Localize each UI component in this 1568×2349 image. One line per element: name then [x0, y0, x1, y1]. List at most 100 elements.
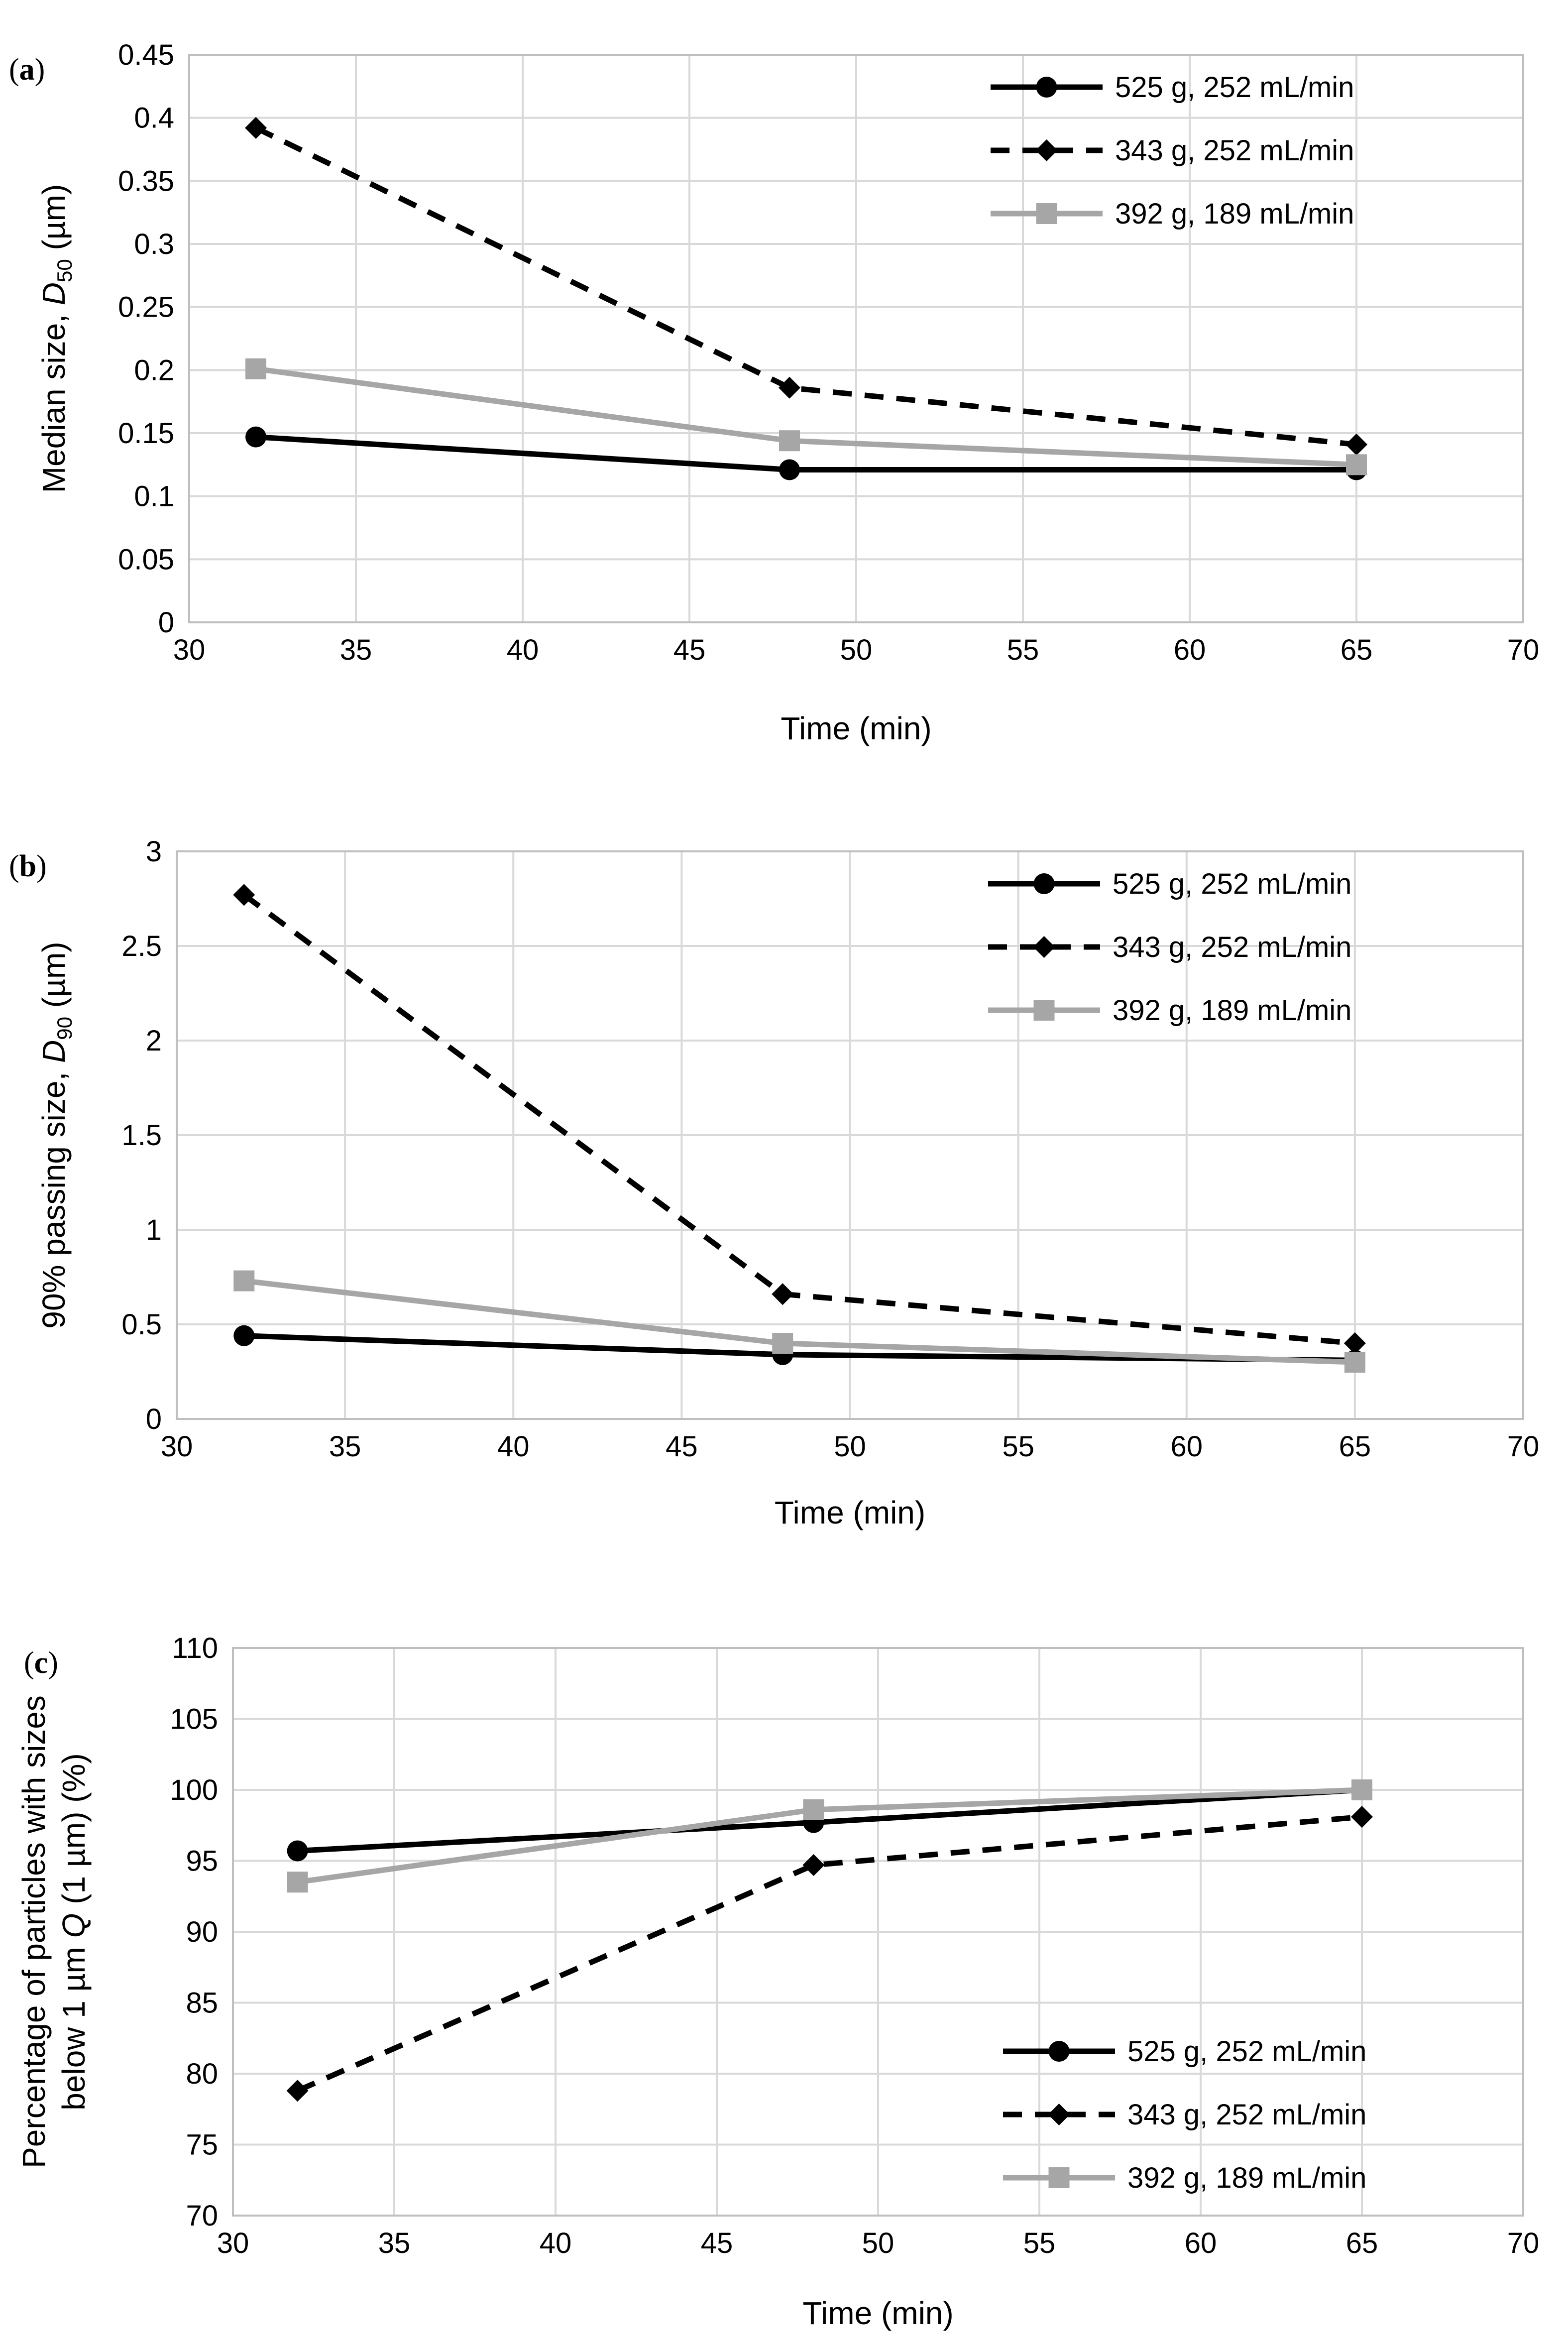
data-point: [772, 1283, 794, 1305]
legend-entry-label: 392 g, 189 mL/min: [1127, 2162, 1366, 2194]
x-tick-label: 60: [1174, 634, 1206, 666]
legend-entry-label: 525 g, 252 mL/min: [1113, 868, 1351, 900]
y-tick-label: 95: [186, 1845, 218, 1878]
y-axis-title: Median size, D50 (µm): [36, 184, 76, 493]
legend-marker: [1036, 203, 1057, 224]
legend-entry-label: 525 g, 252 mL/min: [1127, 2035, 1366, 2068]
data-point: [286, 2080, 309, 2102]
x-tick-label: 40: [540, 2227, 572, 2259]
x-tick-label: 45: [701, 2227, 733, 2259]
panel-label: (c): [24, 1646, 58, 1680]
plot-area-border: [176, 850, 1524, 1420]
data-point: [1351, 1779, 1372, 1800]
legend-entry-label: 525 g, 252 mL/min: [1115, 71, 1354, 104]
data-point: [245, 358, 266, 379]
series-2: [287, 1779, 1372, 1893]
y-tick-label: 0.2: [134, 354, 174, 386]
data-point: [802, 1854, 825, 1877]
data-point: [287, 1872, 308, 1893]
data-point: [779, 459, 800, 480]
data-point: [287, 1840, 308, 1862]
data-point: [233, 1270, 255, 1292]
series-0: [287, 1779, 1372, 1862]
data-point: [1344, 1332, 1366, 1354]
x-tick-label: 55: [1002, 1430, 1034, 1463]
x-tick-label: 35: [378, 2227, 411, 2259]
y-tick-label: 0.25: [118, 291, 174, 324]
series-1: [233, 884, 1366, 1354]
y-tick-label: 2.5: [121, 930, 162, 962]
y-tick-label: 0.05: [118, 543, 174, 576]
y-tick-label: 0: [158, 606, 174, 639]
series-line: [297, 1787, 1362, 1885]
y-tick-label: 80: [186, 2058, 218, 2090]
legend-marker: [1048, 2104, 1070, 2125]
y-tick-label: 0.15: [118, 417, 174, 450]
data-point: [1346, 454, 1367, 475]
legend-marker: [1048, 2167, 1070, 2188]
data-point: [1344, 1352, 1365, 1373]
x-tick-label: 30: [161, 1430, 193, 1463]
y-tick-label: 0.4: [134, 102, 174, 134]
plot-area-border: [188, 54, 1524, 623]
y-tick-label: 0: [146, 1403, 162, 1435]
legend-marker: [1036, 77, 1057, 98]
legend-marker: [1035, 139, 1058, 161]
panel-label: (b): [9, 849, 47, 883]
x-tick-label: 50: [862, 2227, 895, 2259]
x-tick-label: 30: [217, 2227, 249, 2259]
y-tick-label: 1: [146, 1214, 162, 1246]
legend-entry-label: 343 g, 252 mL/min: [1113, 931, 1351, 963]
x-tick-label: 60: [1185, 2227, 1217, 2259]
y-axis-title-line2: below 1 µm Q (1 µm) (%): [56, 1753, 92, 2110]
legend-marker: [1033, 936, 1055, 958]
series-1: [245, 117, 1367, 456]
x-tick-label: 50: [840, 634, 873, 666]
x-axis-title: Time (min): [781, 710, 931, 746]
x-tick-label: 40: [497, 1430, 530, 1463]
legend-entry-label: 343 g, 252 mL/min: [1115, 134, 1354, 167]
series-line: [297, 1787, 1362, 1854]
x-tick-label: 65: [1346, 2227, 1378, 2259]
data-point: [245, 426, 266, 448]
x-tick-label: 70: [1507, 1430, 1540, 1463]
chart-panel-1: 30 35 40 45 50 55 60 65 70 0 0.5 1 1.5 2 2.5 3 (b) Time (…: [9, 835, 1539, 1530]
x-tick-label: 65: [1339, 1430, 1371, 1463]
legend: 525 g, 252 mL/min 343 g, 252 mL/min 392 g,…: [1003, 2035, 1366, 2194]
y-tick-label: 90: [186, 1916, 218, 1948]
y-tick-label: 75: [186, 2129, 218, 2161]
x-tick-label: 60: [1170, 1430, 1203, 1463]
legend: 525 g, 252 mL/min 343 g, 252 mL/min 392 g,…: [991, 71, 1354, 230]
x-tick-label: 55: [1023, 2227, 1056, 2259]
chart-panel-2: 30 35 40 45 50 55 60 65 70 70 75 80 85 90 95 100 105 110 (…: [16, 1632, 1539, 2331]
series-line: [254, 125, 1357, 448]
y-tick-label: 105: [170, 1703, 218, 1736]
legend-entry-label: 343 g, 252 mL/min: [1127, 2099, 1366, 2131]
x-tick-label: 65: [1341, 634, 1373, 666]
series-0: [245, 426, 1367, 480]
panel-label: (a): [9, 53, 45, 87]
data-point: [772, 1333, 793, 1354]
y-tick-label: 0.35: [118, 165, 174, 197]
y-tick-label: 110: [172, 1632, 218, 1664]
x-axis-title: Time (min): [802, 2295, 953, 2331]
x-tick-label: 50: [834, 1430, 866, 1463]
y-tick-label: 100: [170, 1774, 218, 1806]
data-point: [245, 117, 267, 139]
y-tick-label: 2: [146, 1025, 162, 1057]
legend-entry-label: 392 g, 189 mL/min: [1115, 198, 1354, 230]
legend-marker: [1033, 1000, 1055, 1021]
legend-marker: [1048, 2041, 1070, 2062]
y-tick-label: 0.5: [121, 1308, 162, 1341]
x-tick-label: 40: [507, 634, 539, 666]
series-2: [245, 358, 1367, 475]
data-point: [803, 1799, 824, 1820]
data-point: [233, 884, 255, 906]
x-tick-label: 35: [340, 634, 372, 666]
series-line: [296, 1814, 1362, 2094]
series-2: [233, 1270, 1365, 1373]
y-tick-label: 0.1: [134, 480, 174, 513]
x-tick-label: 45: [673, 634, 706, 666]
data-point: [1351, 1806, 1373, 1828]
